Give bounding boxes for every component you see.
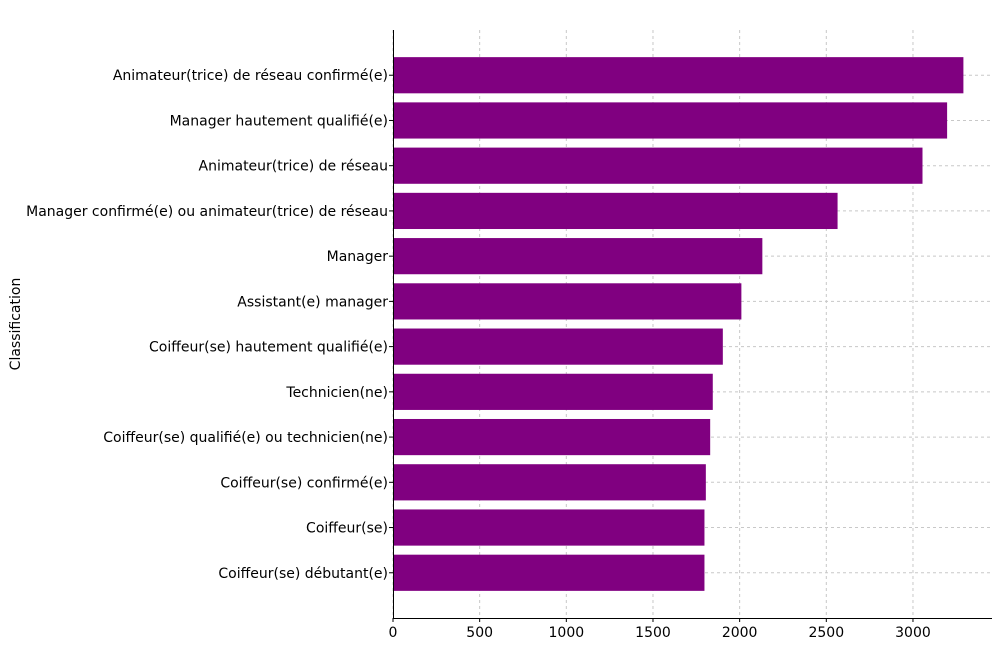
- x-tick-label: 0: [389, 625, 398, 641]
- y-tick-label: Manager: [327, 249, 389, 265]
- bar: [393, 147, 923, 184]
- x-tick-label: 1500: [635, 625, 671, 641]
- y-tick-label: Coiffeur(se) hautement qualifié(e): [149, 340, 388, 356]
- y-axis-label: Classification: [8, 278, 24, 371]
- y-tick-label: Coiffeur(se) qualifié(e) ou technicien(n…: [103, 430, 388, 446]
- x-tick-labels: 0 500 1000 1500 2000 2500 3000: [389, 618, 931, 641]
- bar: [393, 464, 706, 501]
- x-tick-label: 500: [466, 625, 493, 641]
- y-tick-label: Coiffeur(se) confirmé(e): [220, 475, 388, 491]
- bar: [393, 238, 763, 275]
- y-tick-label: Assistant(e) manager: [237, 294, 388, 310]
- y-tick-label: Manager confirmé(e) ou animateur(trice) …: [26, 204, 388, 220]
- y-tick-label: Coiffeur(se): [306, 521, 388, 537]
- y-tick-label: Manager hautement qualifié(e): [170, 113, 388, 129]
- bar: [393, 418, 711, 456]
- y-tick-labels: Animateur(trice) de réseau confirmé(e) Ma…: [26, 68, 393, 582]
- y-tick-label: Animateur(trice) de réseau confirmé(e): [113, 68, 388, 84]
- x-tick-label: 2500: [808, 625, 844, 641]
- y-tick-label: Animateur(trice) de réseau: [199, 159, 388, 175]
- y-tick-label: Technicien(ne): [285, 385, 388, 401]
- bar: [393, 554, 705, 591]
- bar: [393, 283, 742, 320]
- x-tick-label: 1000: [549, 625, 585, 641]
- bar: [393, 192, 838, 230]
- x-tick-label: 3000: [895, 625, 931, 641]
- bar: [393, 509, 705, 546]
- y-tick-label: Coiffeur(se) débutant(e): [218, 566, 388, 582]
- bar: [393, 328, 723, 365]
- bar: [393, 102, 948, 139]
- bars: [393, 57, 964, 591]
- bar: [393, 373, 713, 410]
- x-tick-label: 2000: [722, 625, 758, 641]
- bar: [393, 57, 964, 94]
